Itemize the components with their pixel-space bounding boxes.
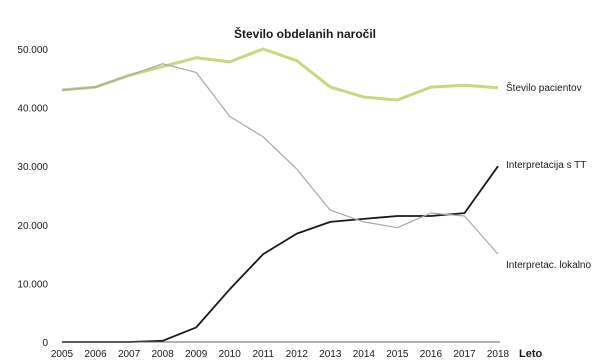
- y-tick-label: 30.000: [17, 162, 48, 173]
- x-axis-label: Leto: [519, 348, 543, 360]
- series-label: Interpretac. lokalno: [506, 260, 591, 271]
- x-tick-label: 2016: [420, 349, 443, 360]
- y-axis-ticks: 0 10.000 20.000 30.000 40.000 50.000: [17, 45, 48, 349]
- x-tick-label: 2010: [219, 349, 242, 360]
- y-tick-label: 10.000: [17, 279, 48, 290]
- x-tick-label: 2013: [319, 349, 342, 360]
- series-lines: [61, 47, 499, 343]
- x-tick-label: 2012: [286, 349, 309, 360]
- y-tick-label: 20.000: [17, 221, 48, 232]
- y-tick-label: 40.000: [17, 104, 48, 115]
- x-tick-label: 2008: [151, 349, 174, 360]
- y-tick-label: 50.000: [17, 45, 48, 56]
- series-labels: Število pacientov Interpretacija s TT Inte…: [506, 81, 591, 271]
- series-line: [61, 63, 499, 255]
- series-label: Število pacientov: [506, 81, 582, 94]
- series-label: Interpretacija s TT: [506, 160, 586, 171]
- y-tick-label: 0: [42, 338, 48, 349]
- x-tick-label: 2018: [487, 349, 510, 360]
- x-tick-label: 2011: [252, 349, 274, 360]
- x-tick-label: 2009: [185, 349, 208, 360]
- x-axis-ticks: 2005 2006 2007 2008 2009 2010 2011 2012 2013 2014…: [51, 349, 510, 360]
- x-tick-label: 2014: [353, 349, 376, 360]
- x-tick-label: 2017: [453, 349, 476, 360]
- series-line: [62, 165, 499, 343]
- x-tick-label: 2006: [84, 349, 107, 360]
- x-tick-label: 2015: [386, 349, 409, 360]
- x-tick-label: 2007: [118, 349, 141, 360]
- x-tick-label: 2005: [51, 349, 74, 360]
- chart-title: Število obdelanih naročil: [234, 26, 376, 41]
- series-line: [61, 47, 499, 102]
